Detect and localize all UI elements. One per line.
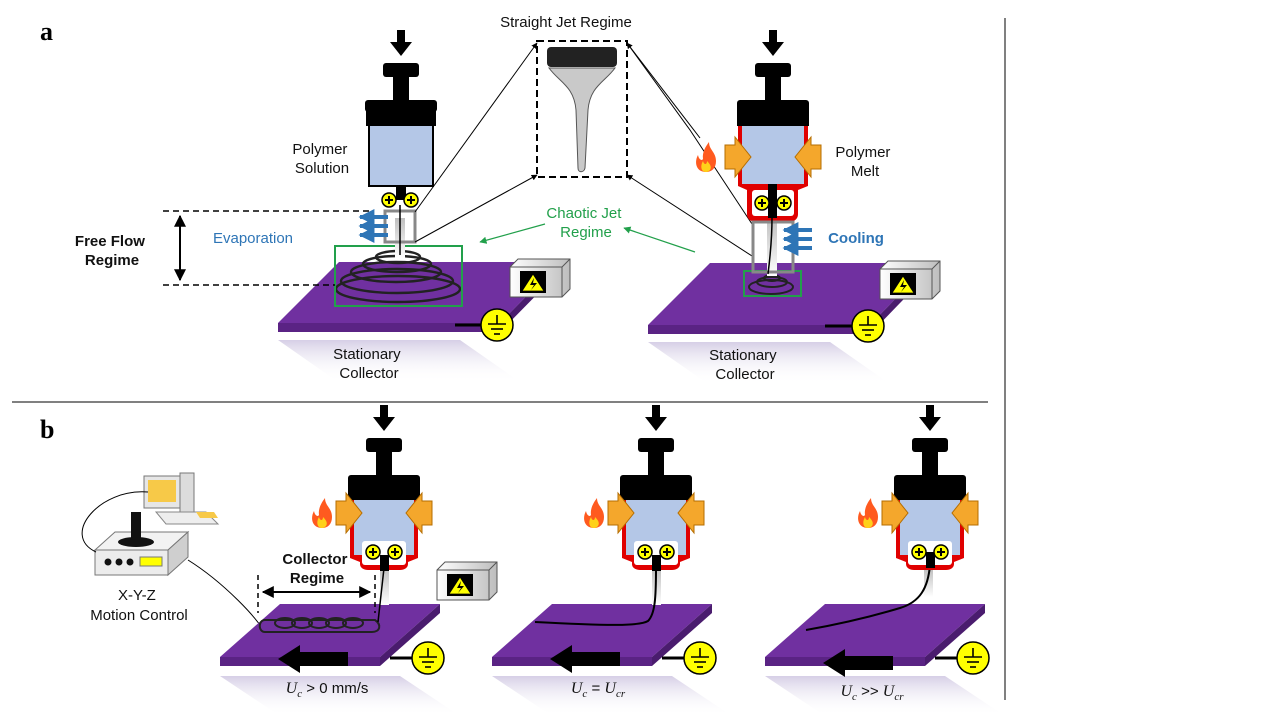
flame-icon [312,498,332,528]
b2-fiber [534,567,657,626]
charge-plus-icon [911,544,927,560]
ground-icon [956,641,990,675]
jet-cone [547,47,617,173]
high-voltage-icon [509,258,571,298]
computer-icon [143,472,220,525]
motion-arrow-b3 [823,649,893,677]
ground-icon [480,308,514,342]
cooling-arrows [782,222,812,256]
melt-plunger [737,30,809,112]
b3-plunger [894,405,966,487]
evaporation-label: Evaporation [213,230,293,247]
jet-b1 [377,567,385,623]
free-flow-label: Free Flow Regime [75,233,149,269]
charge-plus-icon [659,544,675,560]
collector-label-right: Stationary Collector [709,347,781,383]
straight-jet-inset [536,40,628,178]
charge-plus-icon [381,192,397,208]
chaotic-jet-label: Chaotic Jet Regime [546,205,625,241]
panel-a-label: a [40,17,53,46]
straight-jet-label: Straight Jet Regime [500,14,632,31]
motion-arrow-b1 [278,645,348,673]
collector-regime-label: Collector Regime [282,551,351,587]
melt-nozzle [768,184,777,218]
b1-collector [220,604,460,716]
speed-label-b2: Uc = Ucr [571,680,626,700]
speed-label-b1: Uc > 0 mm/s [286,680,369,700]
ground-icon [683,641,717,675]
jet-tip-b1 [380,569,389,605]
ground-icon [411,641,445,675]
polymer-solution-label: Polymer Solution [292,141,351,177]
b2-nozzle [652,555,661,571]
cooling-label: Cooling [828,230,884,247]
solution-barrel-cap [366,104,436,126]
high-voltage-icon [436,561,498,601]
inset-leader-lines [414,42,753,257]
polymer-melt-label: Polymer Melt [835,144,894,180]
chaotic-arrow-right [623,226,696,253]
speed-label-b3: Uc >> Ucr [840,683,904,703]
b1-plunger [348,405,420,487]
ground-icon [851,309,885,343]
charge-plus-icon [387,544,403,560]
b1-barrel-cap [348,478,420,500]
flame-icon [696,142,716,172]
evaporation-arrows [358,209,388,243]
joystick-controller-icon [93,512,190,577]
flame-icon [858,498,878,528]
high-voltage-icon [879,260,941,300]
b3-collector [765,604,1005,716]
charge-plus-icon [637,544,653,560]
motion-arrow-b2 [550,645,620,673]
charge-plus-icon [933,544,949,560]
charge-plus-icon [776,195,792,211]
control-cable-top [81,491,149,553]
collector-regime-dimension [257,575,376,613]
flame-icon [584,498,604,528]
chaotic-arrow-left [479,223,546,244]
solution-nozzle [396,186,406,200]
charge-plus-icon [403,192,419,208]
free-flow-dimension [163,210,370,286]
collector-label-left: Stationary Collector [333,346,405,382]
panel-b-label: b [40,415,54,444]
b3-barrel-cap [894,478,966,500]
b1-nozzle [380,555,389,571]
jet-tip-b3 [924,569,933,597]
melt-barrel-cap [737,104,809,126]
b2-barrel-cap [620,478,692,500]
motion-control-label: X-Y-Z Motion Control [90,587,188,624]
b3-fiber [805,564,931,631]
b2-plunger [620,405,692,487]
charge-plus-icon [754,195,770,211]
b1-fiber-loops [258,617,381,633]
charge-plus-icon [365,544,381,560]
melt-fiber-coil [748,274,794,295]
jet-tip-right [767,218,777,276]
solution-plunger [365,30,437,112]
jet-right [767,217,773,275]
b3-nozzle [926,552,935,568]
